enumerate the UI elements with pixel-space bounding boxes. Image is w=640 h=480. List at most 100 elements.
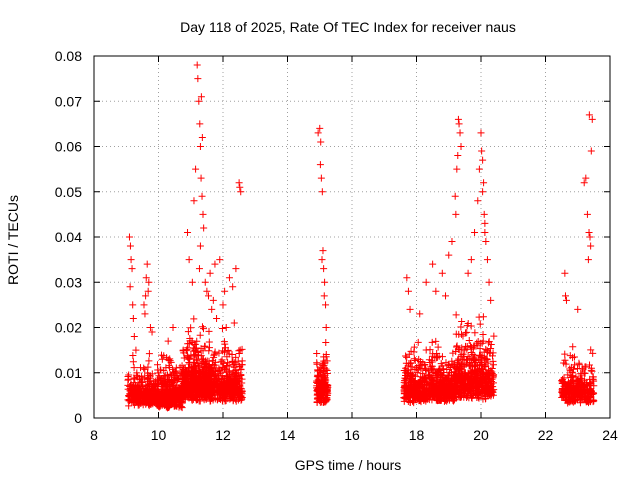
data-point [160, 367, 168, 375]
data-point [197, 93, 205, 101]
data-point [461, 346, 469, 354]
data-point [467, 369, 475, 377]
data-point [224, 359, 232, 367]
data-point [480, 387, 488, 395]
data-point [434, 381, 442, 389]
data-point [139, 392, 147, 400]
data-point [471, 352, 479, 360]
data-point [429, 260, 437, 268]
data-point [475, 390, 483, 398]
data-point [221, 390, 229, 398]
data-point [457, 323, 465, 331]
data-point [583, 397, 591, 405]
data-point [420, 377, 428, 385]
data-point [465, 337, 473, 345]
y-tick-label: 0.07 [55, 93, 82, 109]
data-point [140, 301, 148, 309]
data-point [201, 361, 209, 369]
data-point [192, 344, 200, 352]
data-point [165, 397, 173, 405]
data-point [414, 394, 422, 402]
data-point [580, 369, 588, 377]
data-point [460, 361, 468, 369]
data-point [221, 340, 229, 348]
data-point [574, 386, 582, 394]
data-point [459, 332, 467, 340]
data-point [585, 111, 593, 119]
plot-frame [93, 55, 611, 419]
data-point [237, 188, 245, 196]
data-point [145, 350, 153, 358]
data-point [130, 364, 138, 372]
data-point [475, 365, 483, 373]
data-point [442, 292, 450, 300]
data-point [479, 156, 487, 164]
data-point [131, 392, 139, 400]
y-tick-label: 0.02 [55, 320, 82, 336]
data-point [422, 278, 430, 286]
data-point [200, 224, 208, 232]
data-point [323, 387, 331, 395]
data-point [569, 354, 577, 362]
data-point [442, 383, 450, 391]
data-point [213, 314, 221, 322]
data-point [436, 395, 444, 403]
data-point [225, 362, 233, 370]
data-point [437, 370, 445, 378]
data-point [157, 387, 165, 395]
data-point [198, 360, 206, 368]
data-point [447, 371, 455, 379]
data-point [143, 397, 151, 405]
data-point [145, 278, 153, 286]
data-point [199, 210, 207, 218]
data-point [192, 165, 200, 173]
data-point [212, 364, 220, 372]
data-point [320, 393, 328, 401]
data-point [405, 381, 413, 389]
data-point [187, 324, 195, 332]
data-point [457, 143, 465, 150]
data-point [214, 394, 222, 402]
data-point [204, 292, 212, 300]
data-point [206, 369, 214, 377]
data-point [129, 358, 137, 366]
data-point [455, 120, 463, 128]
data-point [170, 402, 178, 410]
data-point [430, 386, 438, 394]
data-point [129, 301, 137, 309]
x-tick-label: 20 [473, 427, 489, 443]
data-point [583, 391, 591, 399]
data-point [179, 379, 187, 387]
data-point [172, 370, 180, 378]
data-point [179, 346, 187, 354]
data-point [561, 350, 569, 358]
data-point [195, 265, 203, 273]
data-point [587, 242, 595, 250]
data-point [488, 368, 496, 376]
data-point [474, 355, 482, 363]
data-point [406, 359, 414, 367]
chart-title: Day 118 of 2025, Rate Of TEC Index for r… [180, 19, 516, 35]
data-point [455, 367, 463, 375]
data-point [416, 363, 424, 371]
data-point [154, 366, 162, 374]
data-point [448, 357, 456, 365]
data-point [587, 147, 595, 155]
data-point [125, 396, 133, 404]
data-point [428, 356, 436, 364]
data-point [319, 247, 327, 255]
data-point [229, 283, 237, 291]
data-point [125, 391, 133, 399]
data-point [234, 357, 242, 365]
data-point [196, 143, 204, 150]
data-point [169, 324, 177, 331]
data-point [130, 333, 138, 341]
data-point [183, 380, 191, 388]
data-point [218, 325, 226, 333]
data-point [405, 350, 413, 358]
data-point [403, 395, 411, 403]
y-tick-label: 0.03 [55, 274, 82, 290]
data-point [433, 373, 441, 381]
data-point [316, 161, 324, 169]
